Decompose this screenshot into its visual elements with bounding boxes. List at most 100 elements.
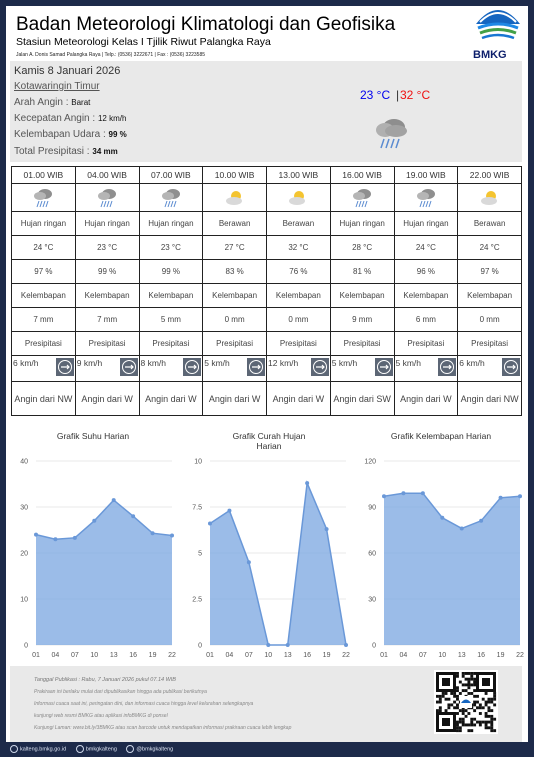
wind-direction-value: Angin dari W [266, 381, 331, 416]
series-line [209, 480, 347, 646]
forecast-humidity: 96 % [393, 259, 459, 284]
y-tick-label: 60 [368, 551, 376, 558]
data-point[interactable] [401, 491, 406, 496]
wind-speed-value: 6 km/h [459, 358, 485, 368]
chart-title: Grafik Curah Hujan Harian [232, 431, 306, 451]
forecast-condition: Hujan ringan [11, 211, 76, 236]
data-point[interactable] [518, 494, 522, 499]
data-point[interactable] [382, 494, 386, 499]
data-point[interactable] [53, 537, 58, 542]
forecast-icon-cell [329, 183, 395, 212]
y-tick-label: 30 [368, 597, 376, 604]
forecast-condition: Hujan ringan [393, 211, 459, 236]
current-date: Kamis 8 Januari 2026 [14, 65, 121, 77]
icon-row [11, 183, 522, 212]
precip-row: 7 mm 7 mm 5 mm 0 mm 0 mm 9 mm 6 mm 0 mm [11, 307, 522, 332]
forecast-humidity: 81 % [329, 259, 395, 284]
wind-direction-value: Angin dari W [138, 381, 204, 416]
data-point[interactable] [440, 515, 445, 520]
footer-note: Prakiraan ini berlaku mulai dari dipubli… [34, 689, 207, 695]
forecast-humidity: 97 % [11, 259, 76, 284]
x-tick-label: 16 [129, 652, 137, 659]
data-point[interactable] [305, 481, 310, 486]
data-point[interactable] [131, 514, 136, 519]
forecast-temp: 23 °C [138, 235, 204, 260]
compass-icon [119, 358, 138, 376]
rain-cloud-icon [416, 188, 435, 207]
forecast-temp: 28 °C [329, 235, 395, 260]
data-point[interactable] [111, 498, 116, 503]
rainfall-chart: 0 2.5 5 7.5 10 01 04 07 10 13 16 19 22 Grafik Curah … [180, 431, 354, 669]
sun-cloud-icon [480, 190, 497, 205]
region-link[interactable]: Kotawaringin Timur [14, 81, 100, 92]
y-tick-label: 10 [194, 459, 202, 466]
data-point[interactable] [208, 521, 212, 526]
footer-note: Informasi cuaca saat ini, peringatan din… [34, 701, 254, 707]
data-point[interactable] [324, 527, 329, 532]
wind-direction-value: Angin dari W [202, 381, 267, 416]
forecast-precip-label: Presipitasi [393, 331, 459, 356]
forecast-precip-label: Presipitasi [329, 331, 395, 356]
data-point[interactable] [170, 533, 174, 538]
forecast-icon-cell [74, 183, 140, 212]
rain-cloud-icon [353, 188, 372, 207]
humidity-row: 97 % 99 % 99 % 83 % 76 % 81 % 96 % 97 % [11, 259, 522, 284]
temp-separator: | [396, 88, 400, 102]
x-tick-label: 19 [149, 652, 157, 659]
forecast-icon-cell [393, 183, 459, 212]
x-tick-label: 01 [206, 652, 214, 659]
forecast-humidity-label: Kelembapan [457, 283, 522, 308]
forecast-humidity: 83 % [202, 259, 267, 284]
data-point[interactable] [479, 518, 484, 523]
forecast-humidity-label: Kelembapan [393, 283, 459, 308]
forecast-temp: 24 °C [457, 235, 522, 260]
chart-plot: 0 2.5 5 7.5 10 01 04 07 10 13 16 19 22 [192, 459, 350, 660]
data-point[interactable] [420, 491, 425, 496]
x-tick-label: 04 [400, 652, 408, 659]
data-point[interactable] [344, 643, 348, 647]
forecast-icon-cell [202, 183, 267, 212]
precip-value: 34 mm [92, 147, 118, 156]
data-point[interactable] [150, 531, 155, 536]
facebook-icon [75, 745, 84, 753]
forecast-humidity-label: Kelembapan [329, 283, 395, 308]
qr-code-icon[interactable] [434, 670, 498, 734]
data-point[interactable] [266, 643, 271, 647]
compass-icon [183, 358, 202, 376]
forecast-wind-cell: 12 km/h [266, 355, 331, 382]
x-tick-label: 16 [477, 652, 485, 659]
data-point[interactable] [246, 560, 251, 565]
forecast-condition: Hujan ringan [138, 211, 204, 236]
forecast-time: 19.00 WIB [393, 166, 459, 184]
website-link[interactable]: kalteng.bmkg.go.id [10, 745, 66, 753]
data-point[interactable] [92, 518, 97, 523]
forecast-time: 07.00 WIB [138, 166, 204, 184]
forecast-humidity-label: Kelembapan [11, 283, 76, 308]
forecast-condition: Hujan ringan [329, 211, 395, 236]
forecast-wind-cell: 5 km/h [329, 355, 395, 382]
wind-direction-value: Angin dari NW [11, 381, 76, 416]
forecast-precip-label: Presipitasi [138, 331, 204, 356]
x-tick-label: 07 [71, 652, 79, 659]
x-tick-label: 13 [110, 652, 118, 659]
wind-direction-row: Arah Angin : Barat [14, 97, 90, 108]
data-point[interactable] [285, 643, 290, 647]
data-point[interactable] [34, 532, 38, 537]
precip-label-row: Presipitasi Presipitasi Presipitasi Presipi… [11, 331, 522, 356]
humidity-value: 99 % [108, 130, 127, 139]
rain-cloud-icon [376, 119, 407, 149]
globe-icon [10, 745, 18, 753]
x-tick-label: 01 [32, 652, 40, 659]
forecast-time: 16.00 WIB [329, 166, 395, 184]
facebook-link[interactable]: bmkgkalteng [75, 745, 117, 753]
wind-speed-value: 12 km/h [268, 358, 299, 368]
forecast-humidity: 99 % [74, 259, 140, 284]
data-point[interactable] [498, 495, 503, 500]
footer-note: Kunjungi Laman: www.bit.ly/3BMKG atau sc… [34, 725, 292, 731]
data-point[interactable] [72, 535, 77, 540]
bmkg-logo-icon [476, 10, 520, 40]
data-point[interactable] [459, 526, 464, 531]
instagram-link[interactable]: @bmkgkalteng [126, 745, 173, 753]
wind-direction-value: Barat [71, 98, 91, 107]
data-point[interactable] [227, 508, 232, 513]
